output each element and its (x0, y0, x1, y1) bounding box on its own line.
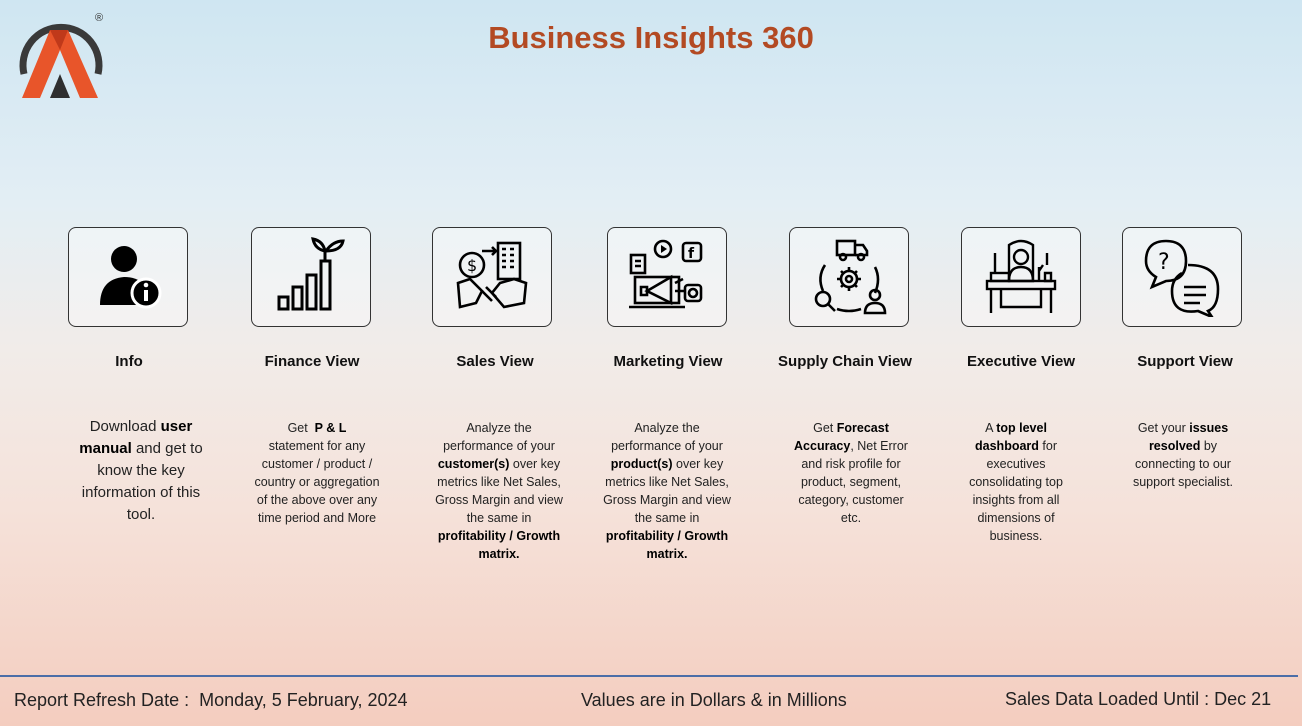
executive-view-button[interactable] (961, 227, 1081, 327)
finance-view-label: Finance View (264, 353, 360, 370)
support-view-description: Get your issues resolved by connecting t… (1132, 421, 1234, 489)
executive-desk-icon (985, 239, 1057, 313)
executive-view-label: Executive View (966, 353, 1076, 370)
company-logo: ® (14, 12, 106, 102)
supply-chain-view-label: Supply Chain View (778, 353, 912, 370)
units-note: Values are in Dollars & in Millions (581, 690, 847, 710)
supply-chain-view-description: Get Forecast Accuracy, Net Error and ris… (794, 421, 908, 525)
sales-data-loaded: Sales Data Loaded Until : Dec 21 (1005, 689, 1272, 709)
marketing-view-label: Marketing View (613, 353, 723, 370)
finance-view-button[interactable] (251, 227, 371, 327)
svg-text:?: ? (1158, 250, 1170, 275)
footer-divider (0, 675, 1298, 677)
page-title: Business Insights 360 (488, 20, 814, 55)
info-label: Info (115, 353, 143, 370)
marketing-megaphone-icon: f (629, 239, 703, 309)
growth-bar-chart-icon (277, 237, 345, 311)
marketing-view-button[interactable]: f (607, 227, 727, 327)
marketing-view-description: Analyze the performance of your product(… (603, 421, 731, 561)
supply-chain-view-button[interactable] (789, 227, 909, 327)
sales-view-description: Analyze the performance of your customer… (435, 421, 563, 561)
support-chat-icon: ? (1144, 239, 1220, 317)
info-description: Download user manual and get to know the… (79, 418, 203, 523)
sales-view-label: Sales View (456, 353, 534, 370)
report-refresh-date: Report Refresh Date : Monday, 5 February… (14, 690, 408, 710)
registered-mark: ® (95, 12, 104, 24)
support-view-label: Support View (1137, 353, 1233, 370)
svg-text:f: f (688, 246, 695, 262)
sales-handshake-icon: $ (456, 241, 528, 309)
info-button[interactable] (68, 227, 188, 327)
sales-view-button[interactable]: $ (432, 227, 552, 327)
executive-view-description: A top level dashboard for executives con… (969, 421, 1063, 543)
svg-text:$: $ (467, 256, 477, 275)
support-view-button[interactable]: ? (1122, 227, 1242, 327)
user-info-icon (100, 246, 162, 309)
supply-chain-icon (814, 239, 887, 315)
